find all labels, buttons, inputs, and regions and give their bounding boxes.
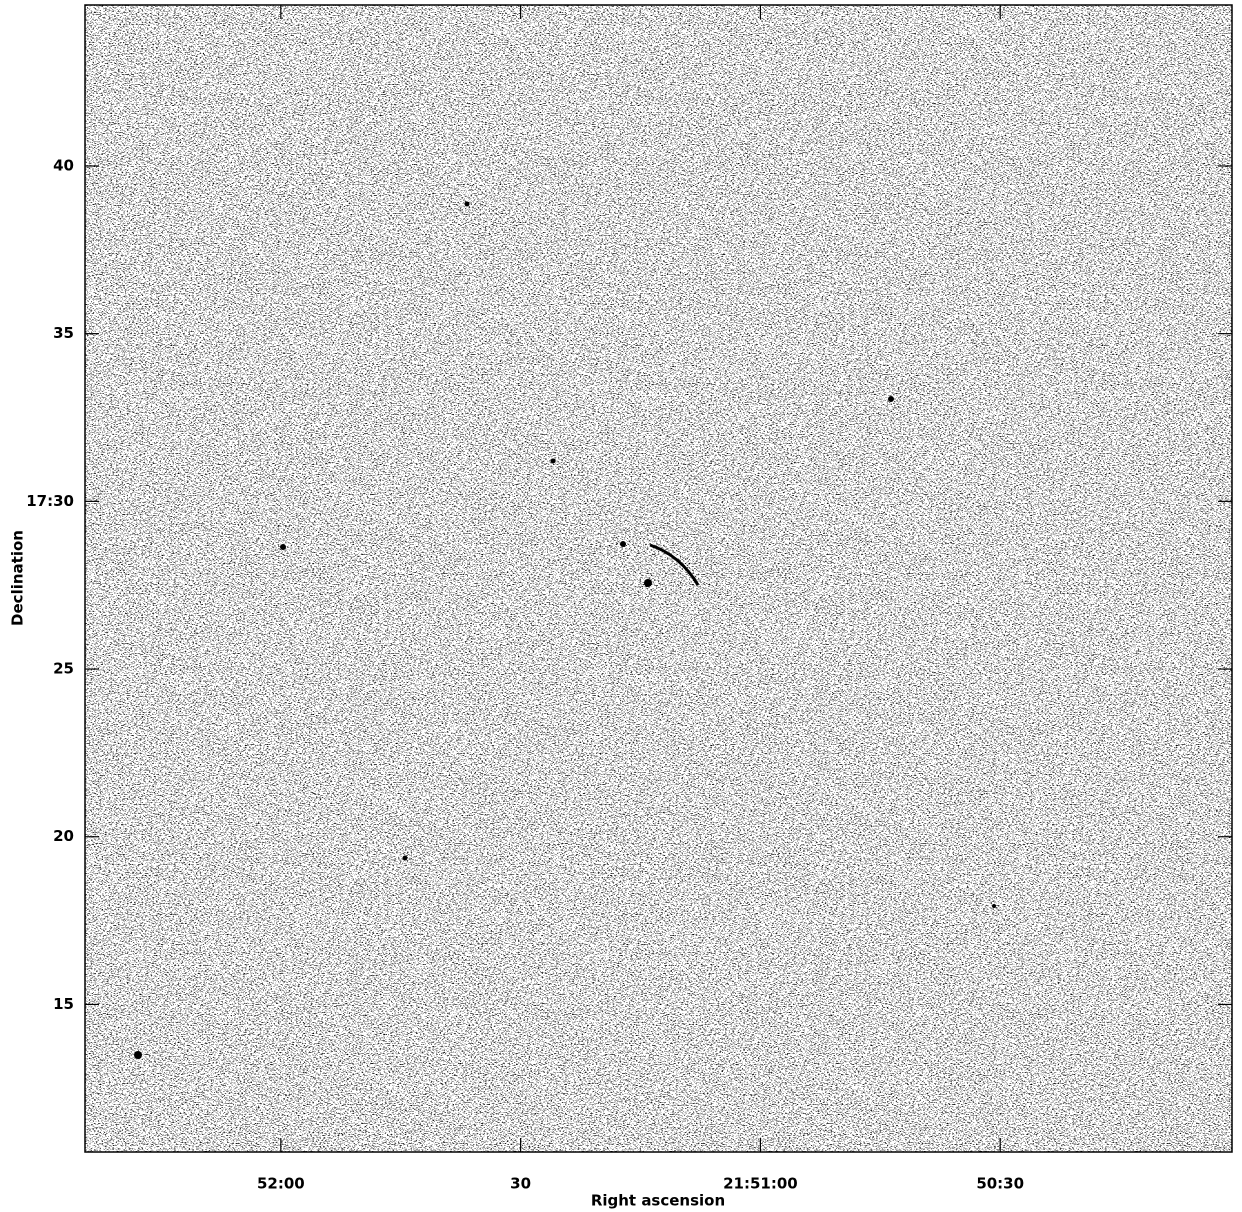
x-tick-label: 21:51:00 bbox=[723, 1175, 798, 1193]
y-tick-label: 35 bbox=[53, 324, 74, 342]
sky-image bbox=[85, 5, 1232, 1152]
y-tick-label: 20 bbox=[53, 827, 74, 845]
x-tick-label: 30 bbox=[510, 1175, 531, 1193]
y-tick-label: 25 bbox=[53, 660, 74, 678]
y-tick-label: 17:30 bbox=[26, 492, 74, 510]
y-tick-label: 15 bbox=[53, 995, 74, 1013]
x-tick-label: 50:30 bbox=[976, 1175, 1024, 1193]
y-tick-label: 40 bbox=[53, 156, 74, 174]
x-tick-label: 52:00 bbox=[257, 1175, 305, 1193]
sources bbox=[134, 201, 996, 1059]
y-axis-label: Declination bbox=[9, 530, 27, 626]
plot-frame bbox=[84, 4, 1233, 1153]
x-axis-label: Right ascension bbox=[591, 1192, 725, 1210]
